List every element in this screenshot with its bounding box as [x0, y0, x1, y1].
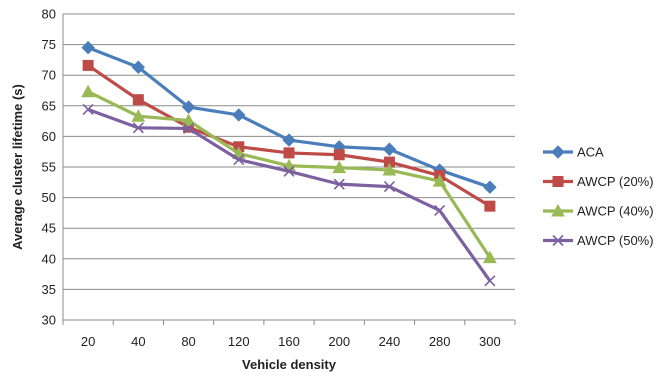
legend-item: AWCP (50%) — [543, 233, 654, 248]
y-tick-label: 50 — [42, 190, 56, 205]
legend-marker — [551, 203, 565, 217]
data-point — [333, 149, 345, 161]
axes — [62, 14, 516, 325]
data-point — [81, 84, 95, 98]
data-point — [82, 59, 94, 71]
series-group — [81, 40, 497, 287]
legend-item: ACA — [543, 145, 604, 160]
x-tick-label: 160 — [278, 334, 300, 349]
data-point — [483, 180, 497, 194]
x-axis-label: Vehicle density — [242, 357, 337, 372]
data-point — [432, 174, 447, 187]
y-tick-label: 55 — [42, 160, 56, 175]
y-tick-label: 45 — [42, 221, 56, 236]
legend-item: AWCP (40%) — [543, 204, 654, 219]
y-axis-label: Average cluster lifetime (s) — [10, 84, 25, 250]
data-point — [484, 200, 496, 212]
x-tick-label: 240 — [379, 334, 401, 349]
legend-label: AWCP (20%) — [577, 174, 654, 189]
data-point — [131, 60, 146, 74]
data-point — [283, 147, 295, 159]
x-tick-label: 300 — [479, 334, 501, 349]
legend: ACA AWCP (20%) AWCP (40%) AWCP (50%) — [543, 145, 654, 248]
y-tick-label: 65 — [42, 98, 56, 113]
data-point — [283, 165, 295, 177]
data-point — [483, 250, 497, 264]
x-tick-label: 200 — [328, 334, 350, 349]
legend-marker — [551, 145, 565, 159]
data-point — [131, 109, 146, 122]
data-point — [382, 142, 397, 156]
data-point — [81, 40, 95, 55]
data-point — [181, 100, 196, 114]
y-tick-label: 30 — [42, 313, 56, 328]
series-line — [87, 90, 492, 259]
data-point — [82, 103, 94, 116]
data-point — [282, 133, 296, 147]
y-tick-label: 35 — [42, 282, 56, 297]
data-point — [232, 108, 246, 122]
legend-label: AWCP (40%) — [577, 204, 654, 219]
y-tick-label: 40 — [42, 251, 56, 266]
y-tick-labels: 30 35 40 45 50 55 60 65 70 75 80 — [42, 7, 56, 328]
x-tick-label: 40 — [131, 334, 145, 349]
legend-marker — [552, 234, 564, 247]
data-point — [132, 122, 144, 134]
y-tick-label: 80 — [42, 7, 56, 22]
data-point — [383, 181, 396, 193]
x-tick-labels: 20 40 80 120 160 200 240 280 300 — [81, 334, 501, 349]
x-tick-label: 80 — [181, 334, 195, 349]
legend-item: AWCP (20%) — [543, 174, 654, 189]
data-point — [181, 113, 196, 126]
data-point — [484, 275, 496, 287]
y-tick-label: 75 — [42, 37, 56, 52]
data-point — [382, 163, 397, 176]
series-awcp-50 — [82, 103, 496, 287]
x-tick-label: 280 — [429, 334, 451, 349]
legend-label: ACA — [577, 145, 604, 160]
y-tick-label: 70 — [42, 68, 56, 83]
data-point — [233, 154, 245, 166]
legend-marker — [552, 176, 564, 187]
data-point — [434, 204, 446, 217]
data-point — [332, 160, 347, 174]
x-tick-label: 120 — [228, 334, 250, 349]
data-point — [182, 122, 195, 135]
data-point — [132, 94, 144, 106]
y-tick-label: 60 — [42, 129, 56, 144]
legend-label: AWCP (50%) — [577, 233, 654, 248]
data-point — [333, 178, 345, 190]
x-tick-label: 20 — [81, 334, 95, 349]
